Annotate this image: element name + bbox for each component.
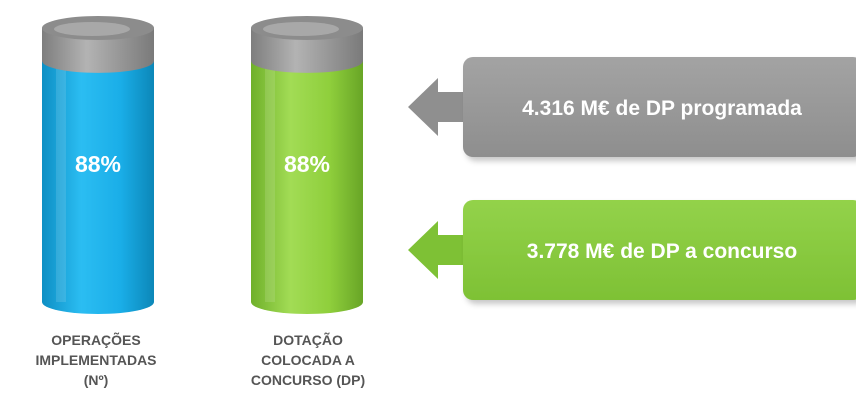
bar-body: [42, 60, 154, 314]
category-label-line: OPERAÇÕES: [51, 332, 141, 348]
category-label-line: COLOCADA A: [261, 352, 355, 368]
callout: 4.316 M€ de DP programada: [408, 57, 856, 157]
callout-text: 4.316 M€ de DP programada: [522, 97, 802, 120]
category-label-line: IMPLEMENTADAS: [35, 352, 157, 368]
bar-cap-shine: [54, 22, 130, 36]
category-label-line: DOTAÇÃO: [273, 332, 343, 348]
callout: 3.778 M€ de DP a concurso: [408, 200, 856, 300]
callout-box: [463, 57, 856, 157]
callout-box: [463, 200, 856, 300]
bar-body: [251, 60, 363, 314]
category-label-operacoes: OPERAÇÕES IMPLEMENTADAS (Nº): [0, 330, 196, 390]
bar-highlight: [265, 66, 275, 302]
bar-value-label: 88%: [75, 151, 121, 177]
bar-cylinder: 88%: [251, 16, 363, 314]
bar-highlight: [56, 66, 66, 302]
left-arrow-icon: [408, 78, 472, 136]
category-label-line: CONCURSO (DP): [250, 372, 366, 388]
left-arrow-icon: [408, 221, 472, 279]
category-label-dotacao: DOTAÇÃO COLOCADA A CONCURSO (DP): [208, 330, 408, 390]
callout-text: 3.778 M€ de DP a concurso: [527, 240, 797, 263]
category-label-line: (Nº): [83, 372, 109, 388]
bar-cap-shine: [263, 22, 339, 36]
bar-cylinder: 88%: [42, 16, 154, 314]
bar-cap: [251, 28, 363, 73]
bar-value-label: 88%: [284, 151, 330, 177]
bar-cap: [42, 28, 154, 73]
